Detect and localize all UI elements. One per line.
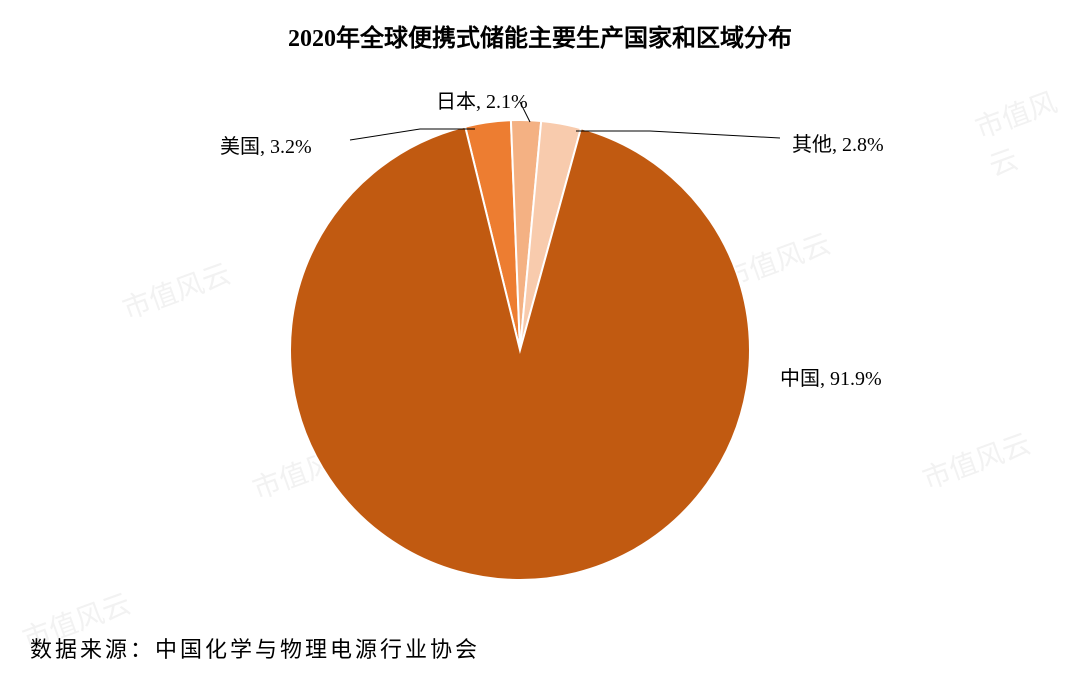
pie-svg [290,120,750,580]
slice-label-日本: 日本, 2.1% [436,85,528,114]
watermark: 市值风云 [917,422,1036,498]
data-source: 数据来源：中国化学与物理电源行业协会 [30,632,480,664]
chart-title: 2020年全球便携式储能主要生产国家和区域分布 [0,18,1080,53]
slice-label-美国: 美国, 3.2% [220,130,312,159]
slice-label-其他: 其他, 2.8% [792,128,884,157]
slice-label-中国: 中国, 91.9% [780,362,882,391]
watermark: 市值风云 [969,75,1080,184]
pie-chart [290,120,750,580]
watermark: 市值风云 [117,252,236,328]
